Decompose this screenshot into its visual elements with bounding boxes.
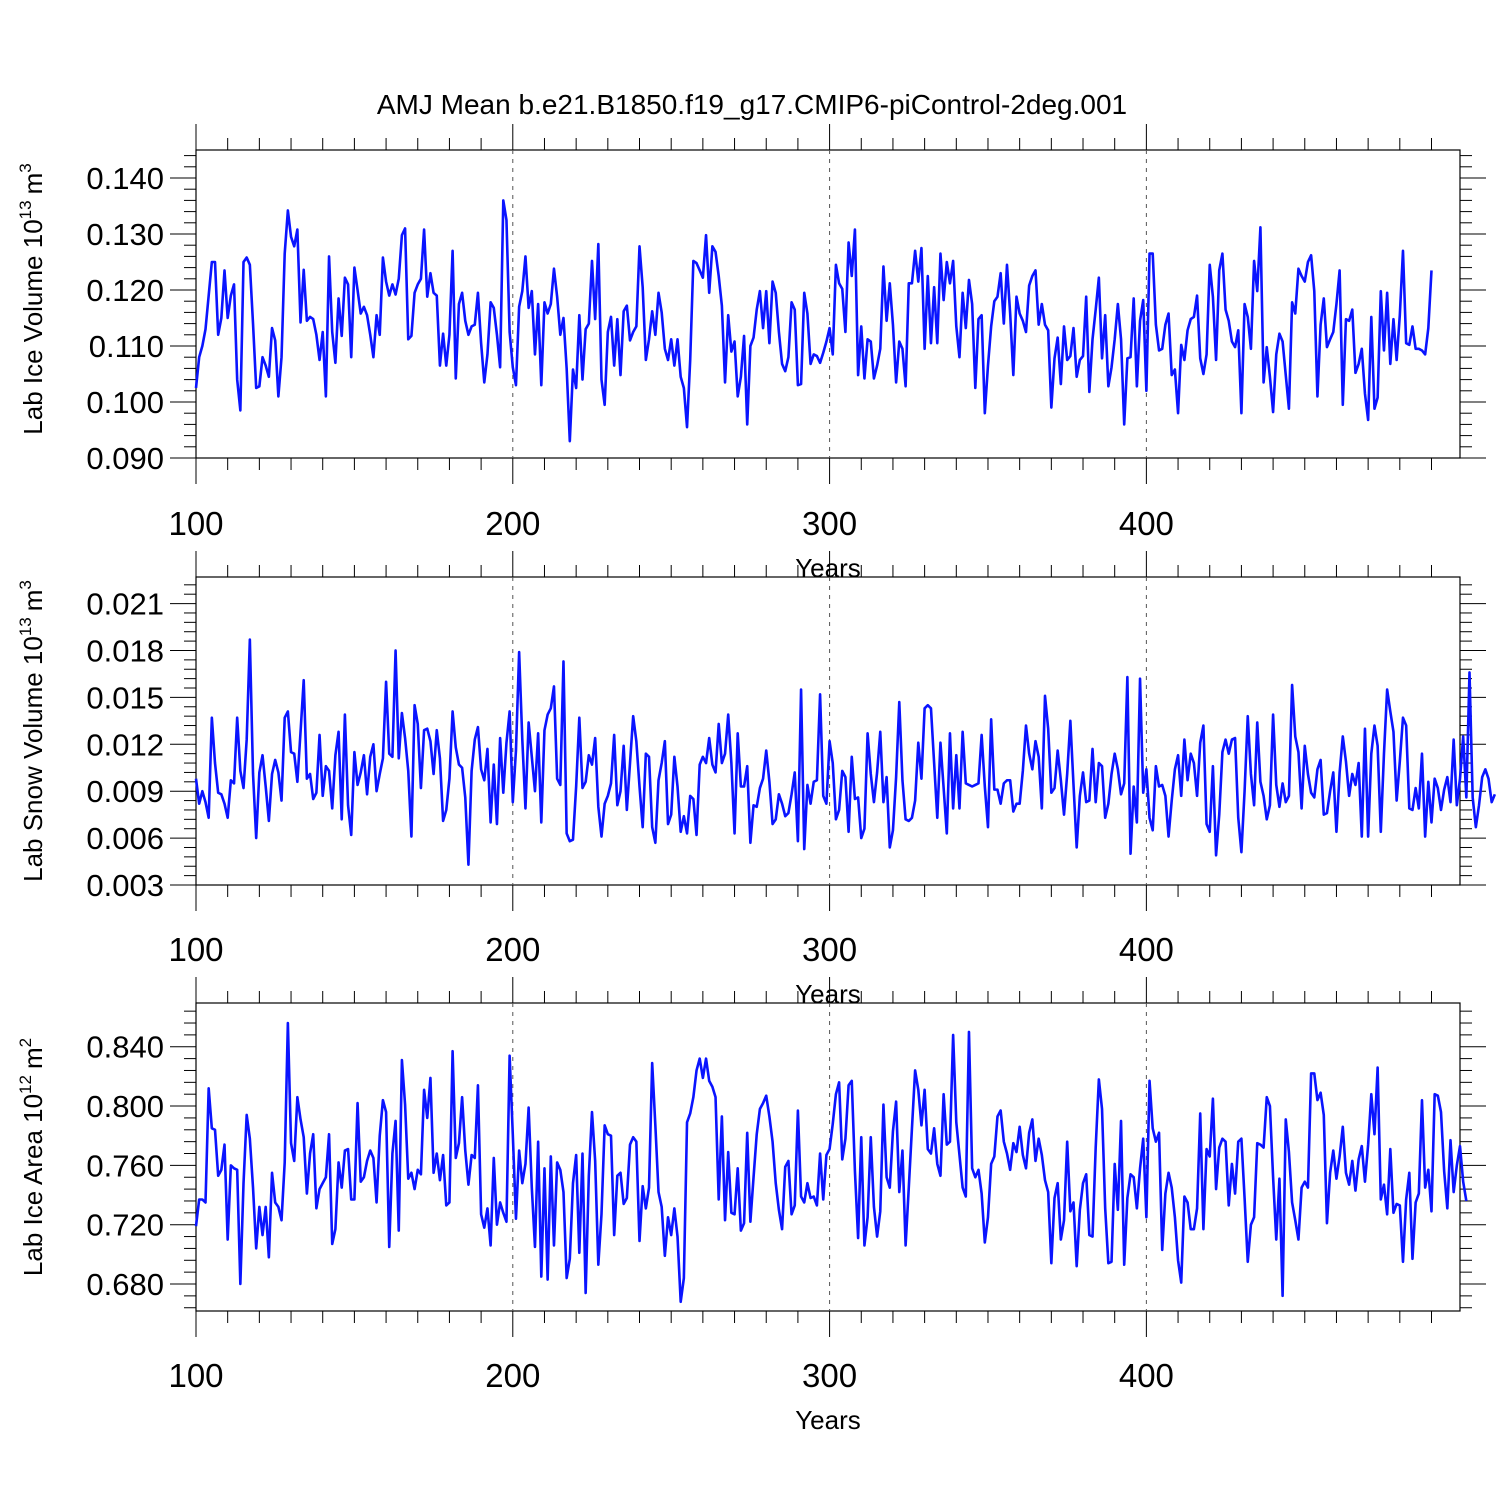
y-tick-label: 0.015 (86, 680, 164, 715)
y-tick-label: 0.090 (86, 441, 164, 476)
x-tick-label: 200 (485, 931, 540, 968)
y-tick-label: 0.021 (86, 587, 164, 622)
y-tick-label: 0.100 (86, 385, 164, 420)
chart-title: AMJ Mean b.e21.B1850.f19_g17.CMIP6-piCon… (377, 89, 1127, 120)
series-line (194, 638, 1497, 866)
x-axis-label: Years (795, 979, 861, 1009)
y-tick-label: 0.110 (89, 329, 164, 364)
y-axis-label: Lab Ice Volume 1013m3 (16, 163, 48, 434)
y-tick-label: 0.720 (86, 1208, 164, 1243)
y-tick-label: 0.012 (86, 727, 164, 762)
y-tick-label: 0.018 (86, 633, 164, 668)
x-tick-label: 100 (168, 505, 223, 542)
panel-3: 100 200 300 400 0.680 0.720 0.760 0.800 0.840 Lab… (16, 977, 1486, 1435)
y-axis-label: Lab Ice Area 1012m2 (16, 1038, 48, 1276)
x-tick-label: 100 (168, 931, 223, 968)
x-tick-label: 200 (485, 1357, 540, 1394)
x-axis-label: Years (795, 553, 861, 583)
x-axis-label: Years (795, 1405, 861, 1435)
x-tick-label: 400 (1119, 505, 1174, 542)
y-tick-label: 0.130 (86, 217, 164, 252)
y-tick-label: 0.003 (86, 868, 164, 903)
y-tick-label: 0.140 (86, 161, 164, 196)
series-line (194, 1021, 1468, 1304)
y-tick-label: 0.009 (86, 774, 164, 809)
x-tick-label: 400 (1119, 931, 1174, 968)
y-tick-label: 0.840 (86, 1030, 164, 1065)
series-line (194, 199, 1433, 443)
panel-1: 100 200 300 400 0.090 0.100 0.110 0.120 0.130 0.1… (16, 124, 1486, 583)
y-axis-label: Lab Snow Volume 1013m3 (16, 580, 48, 882)
x-tick-label: 200 (485, 505, 540, 542)
plot-frame (195, 149, 1461, 459)
x-tick-label: 300 (802, 1357, 857, 1394)
y-tick-label: 0.120 (86, 273, 164, 308)
x-tick-label: 100 (168, 1357, 223, 1394)
x-tick-label: 400 (1119, 1357, 1174, 1394)
x-tick-label: 300 (802, 505, 857, 542)
plot-frame (195, 1002, 1461, 1312)
x-tick-label: 300 (802, 931, 857, 968)
y-tick-label: 0.680 (86, 1267, 164, 1302)
y-tick-label: 0.800 (86, 1089, 164, 1124)
plot-frame (195, 576, 1461, 886)
y-tick-label: 0.006 (86, 821, 164, 856)
y-tick-label: 0.760 (86, 1148, 164, 1183)
panel-2: 100 200 300 400 0.003 0.006 0.009 0.012 0.015 0.0… (16, 551, 1497, 1009)
